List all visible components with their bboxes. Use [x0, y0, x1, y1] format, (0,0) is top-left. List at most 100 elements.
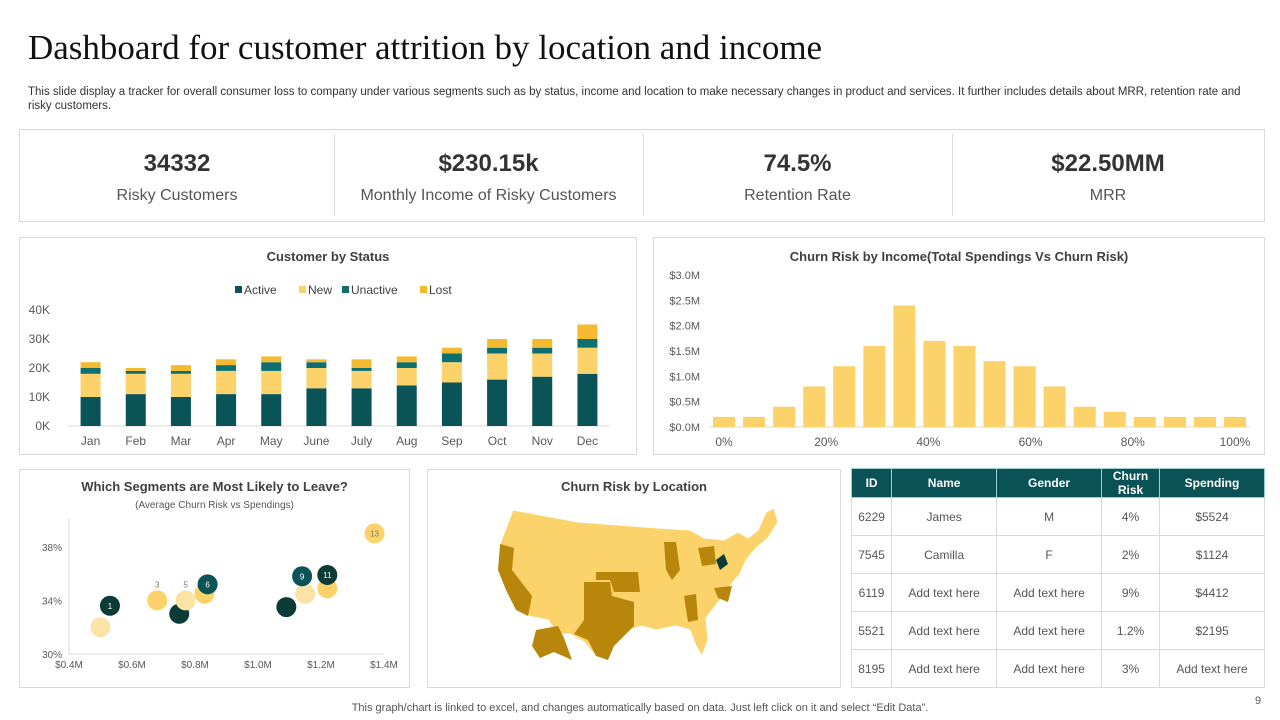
y-tick-label: 34% [42, 596, 62, 607]
divider [334, 134, 335, 216]
histogram-bar [1223, 416, 1246, 427]
bar-new [396, 368, 417, 386]
bar-unactive [396, 362, 417, 368]
point-label: 1 [108, 602, 113, 611]
x-tick-label: Aug [396, 434, 417, 448]
x-tick-label: Feb [125, 434, 146, 448]
kpi-risky-customers: 34332 Risky Customers [20, 130, 334, 220]
table-cell: 7545 [850, 535, 893, 574]
table-cell: Add text here [891, 649, 998, 688]
histogram-bar [1103, 411, 1126, 427]
bar-unactive [441, 353, 462, 363]
histogram-bar [863, 345, 886, 427]
point-label: 13 [370, 529, 379, 538]
y-tick-label: $0.5M [669, 397, 700, 409]
y-tick-label: $1.5M [669, 346, 700, 358]
stacked-bar-chart: 0K 10K 20K 30K 40K Jan Feb Mar Apr May June July Aug… [29, 283, 610, 448]
table-cell: 2% [1101, 535, 1161, 574]
histogram-bar [1163, 416, 1186, 427]
x-tick-label: Oct [488, 434, 507, 448]
divider [643, 134, 644, 216]
scatter-point [99, 595, 120, 616]
chart-title: Churn Risk by Income(Total Spendings Vs … [789, 249, 1129, 264]
customer-table: ID Name Gender Churn Risk Spending 6229 James M… [850, 468, 1265, 688]
histogram-bar [713, 416, 736, 427]
bar-lost [351, 359, 372, 368]
table-cell: Add text here [996, 649, 1103, 688]
scatter-point [364, 523, 385, 544]
map-state-alabama [684, 594, 698, 622]
kpi-value: 34332 [143, 150, 211, 177]
histogram-bar [1073, 406, 1096, 427]
location-map-panel: Churn Risk by Location [427, 469, 841, 688]
bar-active [351, 388, 372, 426]
map-state-texas [574, 582, 634, 660]
bar-new [577, 347, 598, 374]
bar-new [306, 368, 327, 389]
map-state-west-virginia [716, 554, 728, 570]
y-tick-label: $1.0M [669, 371, 700, 383]
column-header: Spending [1159, 468, 1265, 498]
scatter-point [317, 564, 338, 585]
bar-lost [441, 347, 462, 354]
x-tick-label: 0% [715, 435, 733, 449]
x-tick-label: 40% [916, 435, 940, 449]
bar-unactive [125, 370, 146, 374]
x-tick-label: Dec [577, 434, 598, 448]
bar-active [306, 388, 327, 426]
x-tick-label: $0.8M [181, 660, 209, 671]
bar-unactive [170, 370, 191, 374]
kpi-value: $22.50MM [1051, 150, 1165, 177]
scatter-point [147, 590, 168, 611]
kpi-label: Retention Rate [744, 187, 851, 204]
table-row: 6119 Add text here Add text here 9% $4412 [850, 573, 1265, 612]
histogram-bar [1193, 416, 1216, 427]
scatter-point [295, 583, 316, 604]
bar-active [80, 397, 101, 426]
table-cell: $5524 [1159, 497, 1265, 536]
table-cell: $4412 [1159, 573, 1265, 612]
bar-new [170, 373, 191, 397]
table-cell: 3% [1101, 649, 1161, 688]
table-cell: Add text here [1159, 649, 1265, 688]
divider [952, 134, 953, 216]
y-tick-label: $2.0M [669, 321, 700, 333]
x-tick-label: $1.0M [244, 660, 272, 671]
table-cell: Add text here [891, 611, 998, 650]
column-header: Churn Risk [1101, 468, 1161, 498]
legend-label: New [308, 283, 332, 297]
table-cell: F [996, 535, 1103, 574]
kpi-label: Risky Customers [116, 187, 238, 204]
histogram-bar [833, 366, 856, 427]
bar-new [487, 353, 508, 380]
table-cell: 1.2% [1101, 611, 1161, 650]
table-row: 7545 Camilla F 2% $1124 [850, 535, 1265, 574]
churn-income-chart: Churn Risk by Income(Total Spendings Vs … [653, 237, 1265, 455]
chart-title: Which Segments are Most Likely to Leave? [81, 479, 348, 494]
bar-unactive [577, 339, 598, 348]
y-tick-label: $2.5M [669, 295, 700, 307]
bar-unactive [532, 347, 553, 354]
y-tick-label: $3.0M [669, 270, 700, 282]
table-cell: 6119 [850, 573, 893, 612]
table-cell: M [996, 497, 1103, 536]
scatter-point [292, 566, 313, 587]
x-tick-label: Nov [532, 434, 553, 448]
us-map [497, 507, 779, 661]
table-row: 6229 James M 4% $5524 [850, 497, 1265, 536]
y-tick-label: 30% [42, 650, 62, 661]
bar-active [125, 394, 146, 426]
bar-active [441, 382, 462, 426]
bar-lost [80, 362, 101, 368]
bar-lost [577, 324, 598, 339]
x-tick-label: Apr [217, 434, 236, 448]
page-title: Dashboard for customer attrition by loca… [28, 28, 823, 67]
bar-new [125, 373, 146, 395]
scatter-point [90, 617, 111, 638]
bar-unactive [216, 365, 237, 371]
bar-new [351, 370, 372, 389]
table-cell: 6229 [850, 497, 893, 536]
bar-active [487, 379, 508, 426]
column-header: Name [891, 468, 998, 498]
legend-swatch [299, 286, 306, 293]
